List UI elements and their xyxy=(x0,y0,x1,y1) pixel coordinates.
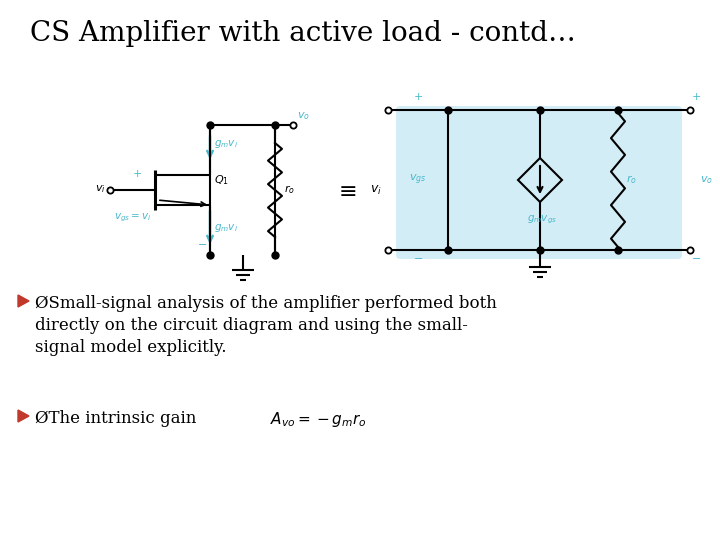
Text: $A_{vo} = -g_m r_o$: $A_{vo} = -g_m r_o$ xyxy=(270,410,366,429)
Text: $r_o$: $r_o$ xyxy=(284,184,295,197)
Text: $v_o$: $v_o$ xyxy=(297,110,310,122)
Text: $g_m v_{gs}$: $g_m v_{gs}$ xyxy=(527,214,557,226)
Text: $g_m v_i$: $g_m v_i$ xyxy=(214,138,238,150)
Text: CS Amplifier with active load - contd…: CS Amplifier with active load - contd… xyxy=(30,20,576,47)
Text: $v_{gs}$: $v_{gs}$ xyxy=(409,173,427,187)
Text: $-$: $-$ xyxy=(691,252,701,262)
Text: signal model explicitly.: signal model explicitly. xyxy=(35,339,227,356)
Text: $v_{gs} = v_i$: $v_{gs} = v_i$ xyxy=(114,212,152,225)
Text: +: + xyxy=(413,92,423,102)
Polygon shape xyxy=(18,410,29,422)
Text: $v_o$: $v_o$ xyxy=(700,174,713,186)
Text: $v_i$: $v_i$ xyxy=(370,184,382,197)
Polygon shape xyxy=(18,295,29,307)
Text: $r_o$: $r_o$ xyxy=(626,173,637,186)
Text: directly on the circuit diagram and using the small-: directly on the circuit diagram and usin… xyxy=(35,317,468,334)
Text: $g_m v_i$: $g_m v_i$ xyxy=(214,221,238,233)
Text: +: + xyxy=(132,169,142,179)
Text: ØSmall-signal analysis of the amplifier performed both: ØSmall-signal analysis of the amplifier … xyxy=(35,295,497,312)
Text: +: + xyxy=(691,92,701,102)
Text: $v_i$: $v_i$ xyxy=(95,183,106,195)
Text: $\equiv$: $\equiv$ xyxy=(333,179,356,201)
Text: ØThe intrinsic gain: ØThe intrinsic gain xyxy=(35,410,197,427)
Text: $Q_1$: $Q_1$ xyxy=(214,173,229,187)
FancyBboxPatch shape xyxy=(396,106,682,259)
Text: $-$: $-$ xyxy=(413,252,423,262)
Text: $-$: $-$ xyxy=(197,238,207,248)
